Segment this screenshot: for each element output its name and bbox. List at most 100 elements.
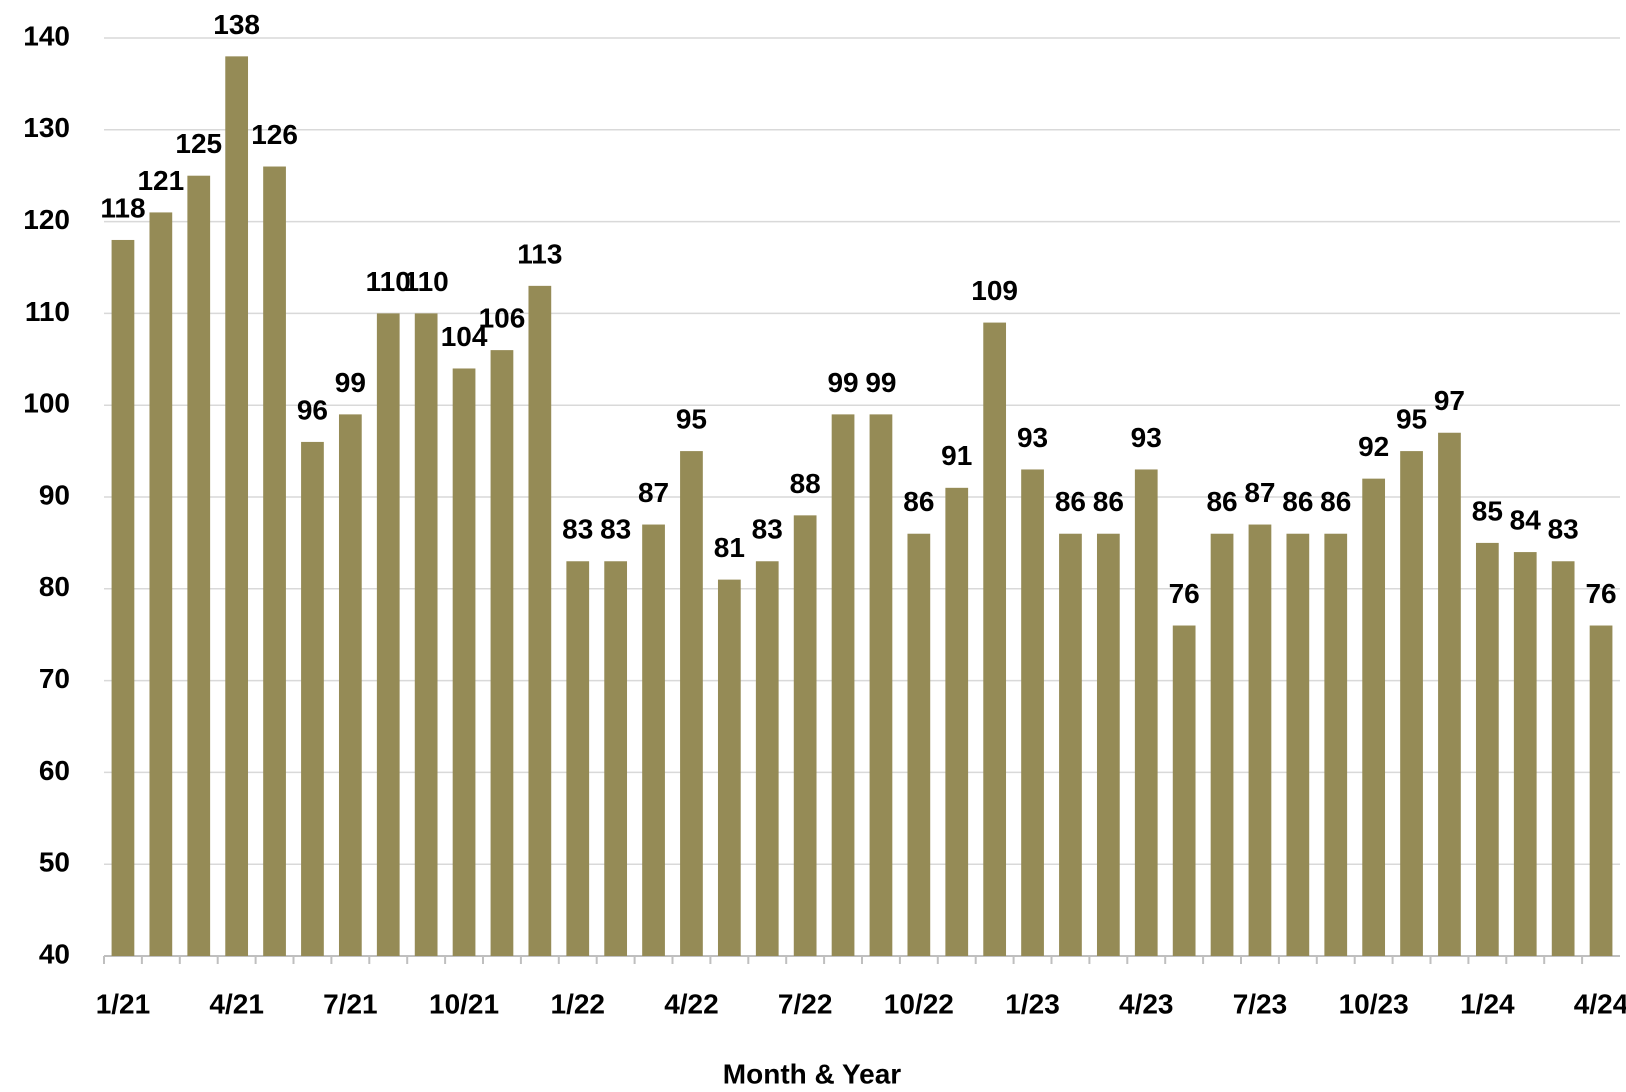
bar	[149, 212, 173, 957]
y-tick-label: 90	[39, 479, 70, 510]
bar	[338, 414, 362, 956]
y-tick-label: 50	[39, 847, 70, 878]
data-label: 86	[1055, 486, 1086, 517]
x-tick-label: 1/21	[96, 988, 151, 1019]
data-label: 110	[404, 266, 449, 297]
data-label: 86	[1206, 486, 1237, 517]
x-tick-label: 4/24	[1574, 988, 1626, 1019]
data-label: 87	[1244, 477, 1275, 508]
bar	[1134, 469, 1158, 956]
bar	[452, 368, 476, 957]
data-label: 86	[1093, 486, 1124, 517]
data-label: 99	[335, 367, 366, 398]
bar	[263, 166, 286, 956]
bar	[1438, 432, 1461, 956]
bar	[528, 285, 552, 956]
bar	[187, 175, 211, 956]
data-label: 93	[1017, 422, 1048, 453]
y-tick-label: 130	[23, 112, 70, 143]
data-label: 110	[366, 266, 411, 297]
data-label: 83	[1548, 514, 1579, 545]
bar	[1286, 533, 1310, 956]
data-label: 109	[971, 275, 1018, 306]
data-label: 104	[441, 321, 488, 352]
data-label: 99	[827, 367, 858, 398]
data-label: 76	[1585, 578, 1616, 609]
data-label: 84	[1510, 504, 1542, 535]
bar	[111, 239, 135, 956]
data-label: 106	[479, 303, 526, 334]
bar	[1362, 478, 1386, 956]
x-tick-label: 10/23	[1339, 988, 1409, 1019]
bar	[1589, 625, 1613, 956]
data-label: 83	[562, 514, 593, 545]
bar	[793, 515, 817, 956]
bar	[1172, 625, 1196, 956]
data-label: 113	[517, 238, 562, 269]
data-label: 97	[1434, 385, 1465, 416]
y-tick-label: 100	[23, 388, 70, 419]
x-tick-label: 10/22	[884, 988, 954, 1019]
y-tick-label: 70	[39, 663, 70, 694]
bar	[1475, 542, 1499, 956]
data-label: 99	[865, 367, 896, 398]
x-tick-label: 4/22	[664, 988, 719, 1019]
x-axis-title: Month & Year	[723, 1058, 902, 1089]
data-label: 87	[638, 477, 669, 508]
bar	[983, 322, 1007, 957]
bar	[1059, 533, 1082, 956]
bar	[869, 414, 893, 956]
bar	[1021, 469, 1044, 956]
data-label: 86	[1320, 486, 1351, 517]
x-tick-label: 1/22	[551, 988, 606, 1019]
data-label: 138	[213, 9, 260, 40]
bar	[1248, 524, 1272, 956]
bar	[490, 350, 514, 956]
y-tick-label: 120	[23, 204, 70, 235]
data-label: 121	[137, 165, 184, 196]
bar	[604, 561, 628, 956]
data-label: 85	[1472, 495, 1503, 526]
x-tick-label: 4/21	[209, 988, 264, 1019]
bar	[376, 313, 400, 956]
data-label: 95	[676, 403, 707, 434]
bar	[1513, 552, 1537, 956]
bar	[680, 451, 703, 956]
bar	[717, 579, 741, 956]
x-tick-label: 7/23	[1233, 988, 1288, 1019]
data-label: 81	[714, 532, 745, 563]
y-tick-label: 80	[39, 571, 70, 602]
x-tick-label: 10/21	[429, 988, 499, 1019]
bar	[1324, 533, 1348, 956]
bar	[907, 533, 931, 956]
bar	[945, 487, 969, 956]
bar	[642, 524, 665, 956]
y-tick-label: 40	[39, 938, 70, 969]
data-label: 96	[297, 394, 328, 425]
bar	[225, 56, 249, 957]
bar	[1096, 533, 1120, 956]
x-tick-label: 1/24	[1460, 988, 1515, 1019]
bar	[1210, 533, 1234, 956]
data-label: 126	[251, 119, 298, 150]
x-tick-label: 7/22	[778, 988, 833, 1019]
data-label: 95	[1396, 403, 1427, 434]
bar	[1551, 561, 1575, 956]
data-label: 92	[1358, 431, 1389, 462]
data-label: 86	[903, 486, 934, 517]
data-label: 83	[752, 514, 783, 545]
data-label: 86	[1282, 486, 1313, 517]
bar	[414, 313, 438, 956]
data-label: 88	[790, 468, 821, 499]
x-tick-label: 7/21	[323, 988, 378, 1019]
data-label: 93	[1131, 422, 1162, 453]
x-tick-label: 4/23	[1119, 988, 1174, 1019]
data-label: 76	[1169, 578, 1200, 609]
data-label: 83	[600, 514, 631, 545]
data-label: 118	[100, 192, 145, 223]
y-tick-label: 60	[39, 755, 70, 786]
x-tick-label: 1/23	[1005, 988, 1060, 1019]
data-label: 91	[941, 440, 972, 471]
